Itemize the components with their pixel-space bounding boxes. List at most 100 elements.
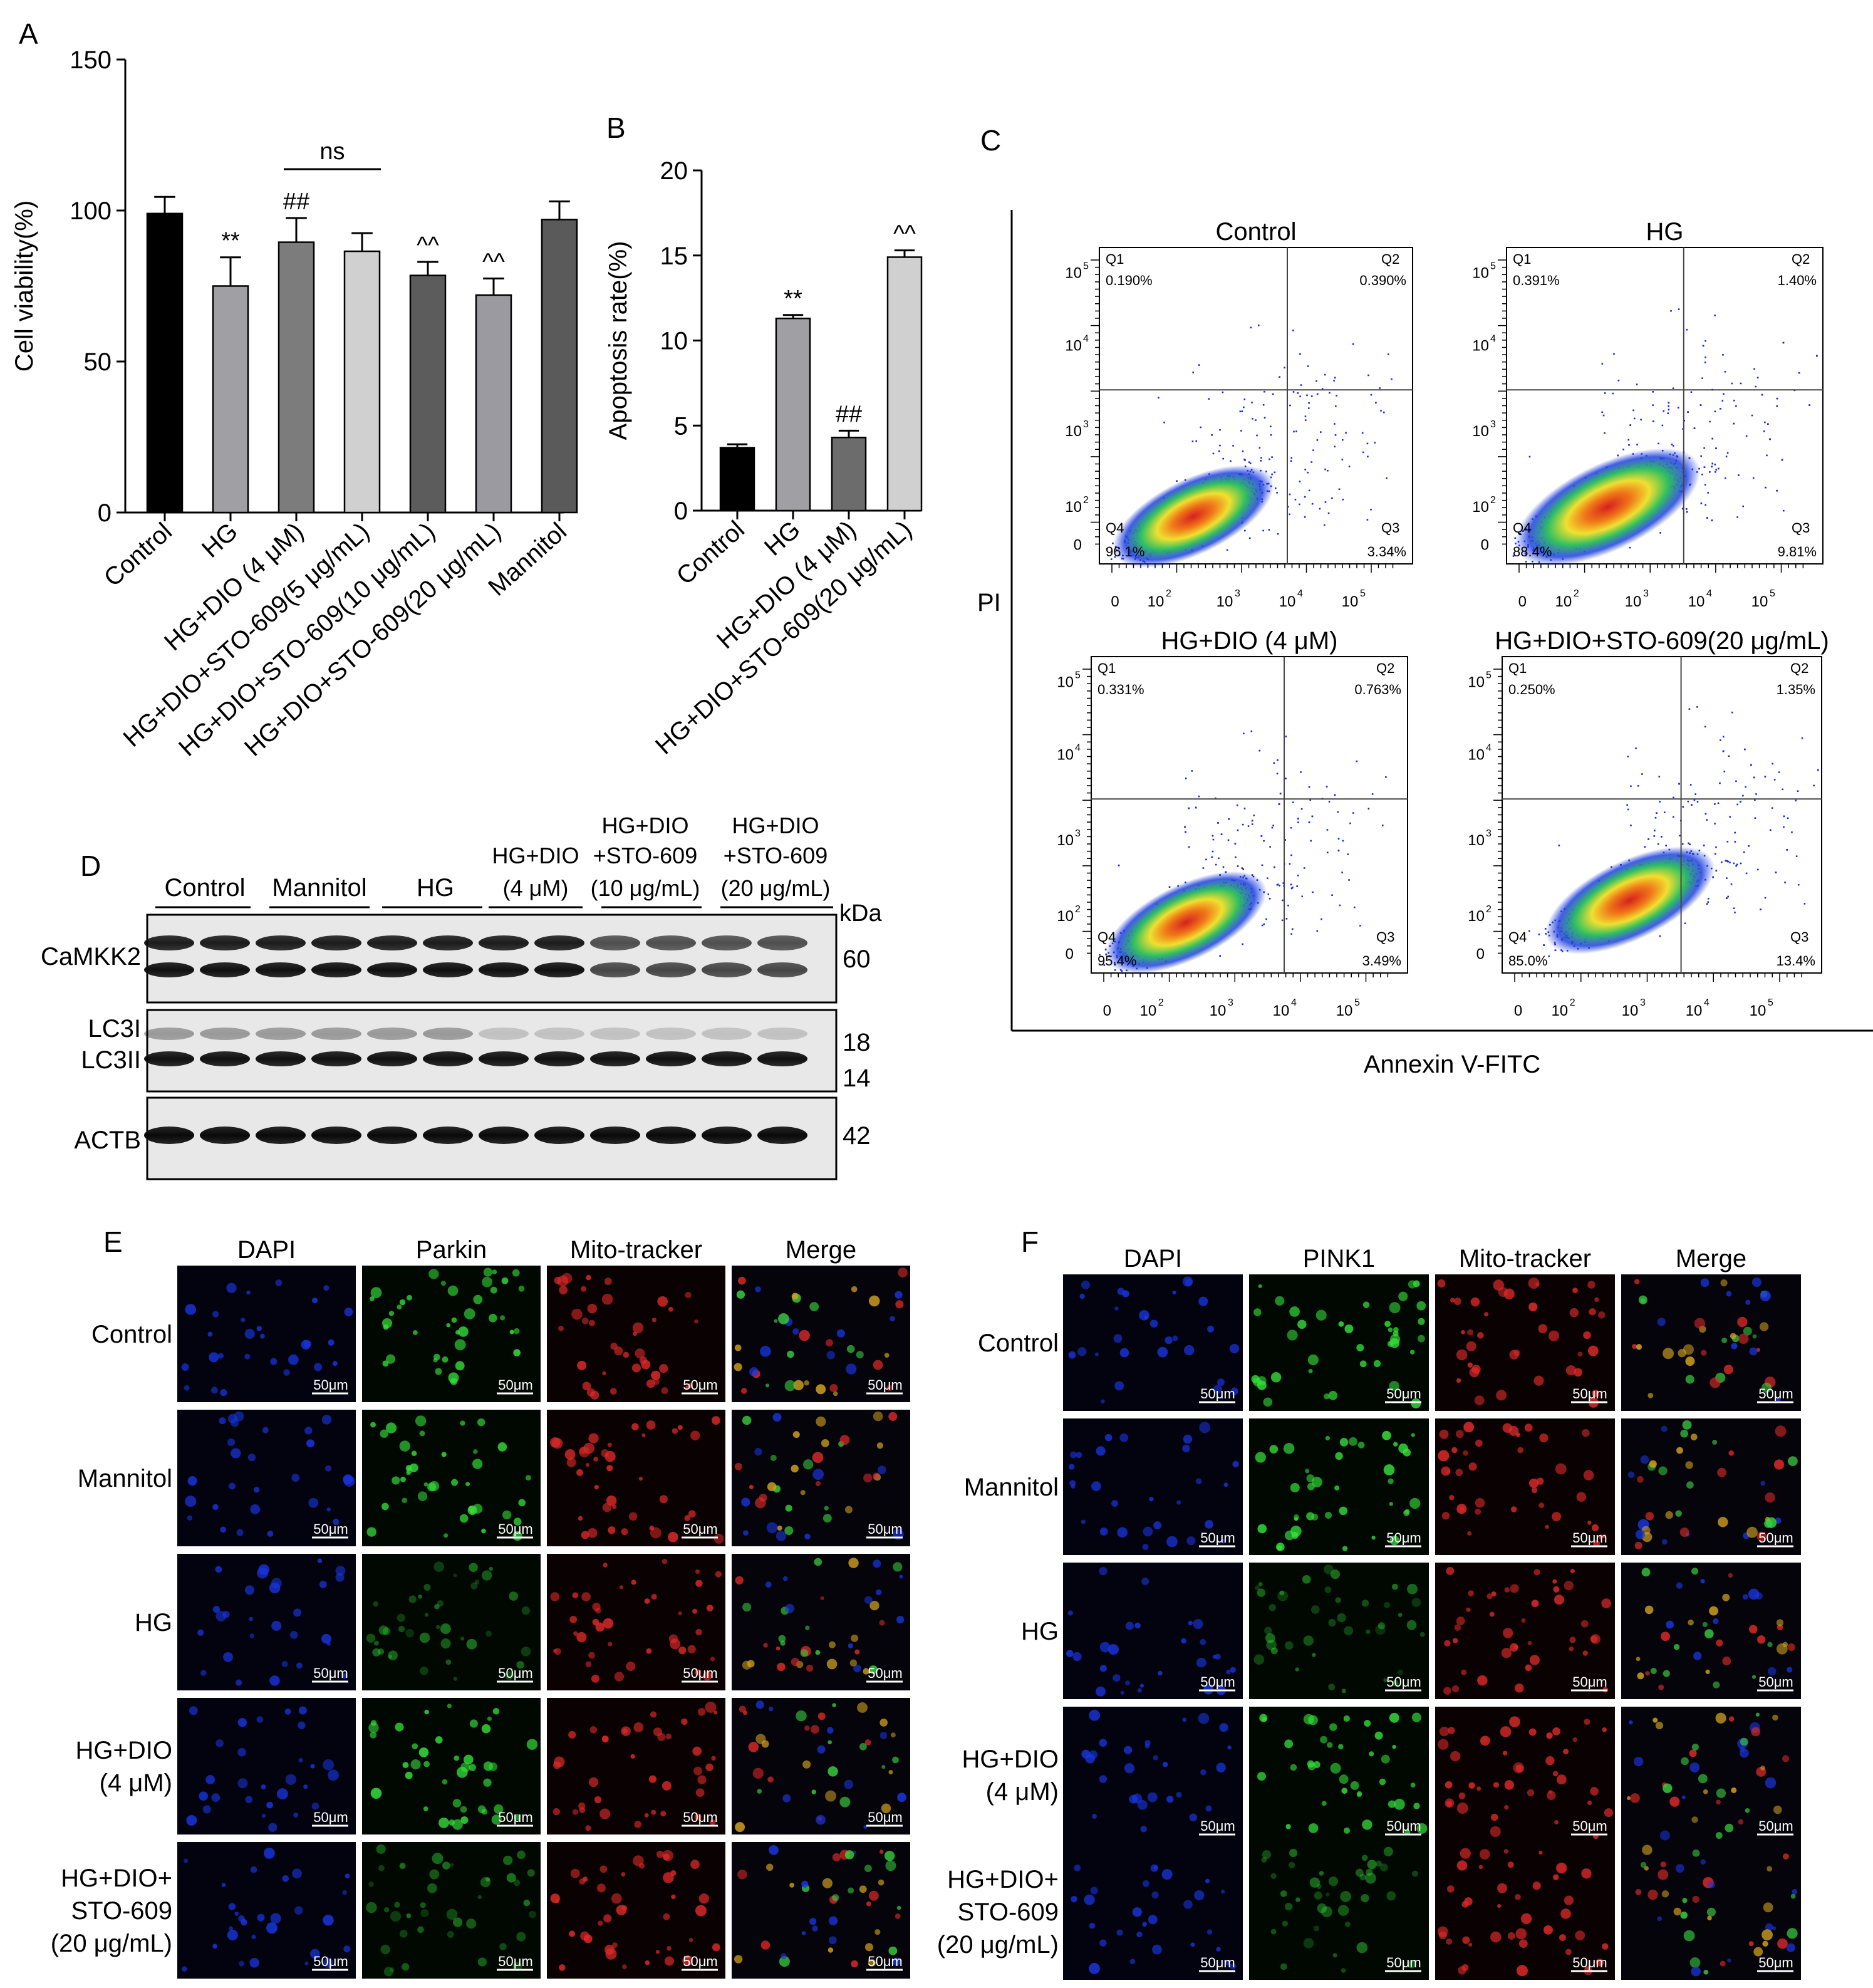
facs-event [1118, 864, 1120, 866]
facs-event [1636, 383, 1638, 385]
q3-label: Q3 [1792, 520, 1810, 536]
facs-event [1721, 400, 1724, 402]
facs-event [1628, 444, 1630, 446]
facs-event [1232, 444, 1234, 447]
facs-event [1163, 421, 1165, 424]
facs-event [1738, 474, 1740, 476]
facs-event [1307, 407, 1310, 409]
facs-event [1242, 868, 1244, 870]
facs-event [1260, 460, 1262, 462]
y-tick-label: 0 [98, 499, 112, 527]
facs-event [1110, 558, 1113, 560]
facs-event [1276, 492, 1278, 494]
q1-label: Q1 [1513, 251, 1531, 267]
x-tick-exponent: 5 [1360, 588, 1366, 599]
facs-event [1311, 502, 1314, 505]
bar [541, 219, 578, 514]
q2-value: 1.40% [1778, 273, 1817, 288]
q1-value: 0.190% [1106, 273, 1153, 288]
facs-event [1341, 872, 1343, 873]
bar [775, 317, 811, 512]
facs-event [1601, 411, 1603, 414]
facs-event [1308, 402, 1310, 404]
facs-event [1653, 835, 1656, 837]
facs-event [1228, 818, 1230, 820]
facs-event [1235, 856, 1237, 858]
facs-event [1217, 822, 1219, 824]
facs-event [1341, 459, 1344, 461]
facs-event [1766, 454, 1768, 457]
facs-event [1255, 419, 1257, 421]
facs-event [1272, 825, 1274, 826]
facs-event [1250, 730, 1253, 732]
panel-letter-a: A [19, 18, 38, 50]
facs-event [1188, 807, 1190, 809]
facs-event [1290, 460, 1292, 462]
facs-event [1657, 843, 1659, 845]
y-tick-label: 0 [1074, 537, 1082, 554]
facs-event [1284, 839, 1286, 841]
facs-event [1307, 471, 1309, 474]
facs-event [1324, 373, 1326, 376]
facs-event [1312, 449, 1314, 452]
y-tick-exponent: 3 [1490, 419, 1496, 430]
x-tick-label: HG [197, 518, 243, 563]
q1-label: Q1 [1097, 660, 1116, 676]
y-tick-label: 50 [84, 348, 112, 376]
facs-event [1752, 477, 1755, 479]
facs-event [1289, 863, 1291, 865]
facs-event [1331, 894, 1333, 897]
facs-event [1772, 762, 1774, 765]
facs-density-cloud [1113, 465, 1274, 568]
facs-event [1629, 546, 1631, 549]
facs-event [1782, 509, 1785, 512]
facs-event [1256, 434, 1258, 437]
facs-event [1250, 326, 1252, 329]
y-tick-exponent: 5 [1075, 670, 1081, 680]
x-tick-exponent: 3 [1235, 588, 1240, 599]
facs-event [1704, 362, 1706, 363]
facs-event [1366, 442, 1369, 445]
facs-event [1352, 343, 1354, 345]
x-tick-label: 10 [1273, 1002, 1290, 1019]
facs-event [1652, 391, 1654, 393]
facs-event [1261, 864, 1263, 866]
facs-event [1652, 404, 1654, 407]
facs-event [1704, 356, 1706, 358]
facs-event [1292, 801, 1294, 803]
facs-event [1279, 793, 1282, 795]
significance-mark: ** [221, 228, 240, 254]
facs-event [1627, 439, 1629, 441]
facs-event [1371, 793, 1374, 795]
facs-event [1243, 808, 1246, 809]
facs-event [1375, 402, 1377, 404]
facs-event [1383, 411, 1385, 414]
facs-event [1306, 394, 1308, 397]
x-tick-label: 10 [1210, 1002, 1227, 1019]
facs-event [1724, 370, 1726, 373]
facs-event [1269, 846, 1271, 848]
facs-event [1284, 367, 1285, 369]
facs-event [1659, 935, 1661, 937]
facs-event [1661, 424, 1664, 427]
y-tick-label: 10 [1065, 264, 1082, 281]
q4-value: 95.4% [1097, 953, 1136, 969]
facs-event [1243, 406, 1245, 409]
facs-event [1211, 835, 1214, 837]
facs-event [1243, 398, 1246, 400]
y-axis-label: Apoptosis rate(%) [604, 241, 632, 440]
facs-event [1226, 549, 1228, 551]
facs-event [1241, 410, 1243, 412]
q3-value: 9.81% [1778, 544, 1817, 559]
facs-event [1279, 376, 1280, 378]
facs-event [1188, 846, 1190, 848]
facs-event [1219, 955, 1222, 957]
facs-event [1816, 355, 1818, 357]
facs-event [1764, 421, 1766, 424]
facs-event [1244, 459, 1246, 461]
facs-event [1342, 498, 1344, 501]
facs-event [1687, 411, 1689, 414]
facs-event [1331, 497, 1333, 499]
facs-event [1273, 762, 1275, 764]
